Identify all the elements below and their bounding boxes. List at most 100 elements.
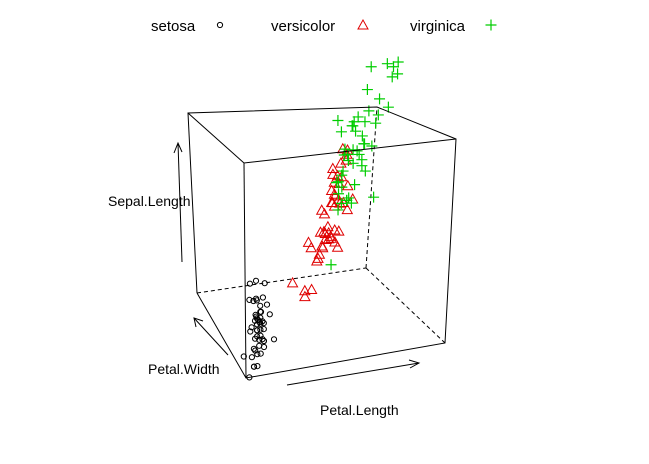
point-virginica — [336, 181, 348, 193]
point-setosa — [252, 277, 260, 284]
point-virginica — [335, 126, 347, 138]
point-versicolor — [331, 241, 344, 252]
point-virginica — [345, 197, 357, 209]
point-virginica — [358, 138, 370, 150]
point-versicolor — [298, 284, 311, 296]
point-virginica — [366, 140, 378, 152]
legend-key-setosa — [216, 21, 224, 29]
point-setosa — [259, 294, 266, 301]
point-virginica — [332, 204, 344, 216]
point-versicolor — [316, 239, 328, 251]
series-setosa — [240, 277, 278, 381]
point-setosa — [257, 326, 264, 333]
point-versicolor — [312, 252, 324, 263]
x-axis-arrow — [286, 359, 421, 386]
point-setosa — [246, 280, 253, 287]
point-virginica — [330, 177, 342, 189]
point-virginica — [332, 114, 344, 126]
point-setosa — [252, 335, 259, 342]
legend-marker-versicolor — [357, 18, 369, 30]
point-versicolor — [315, 204, 328, 215]
point-virginica — [337, 165, 349, 177]
point-setosa — [260, 343, 268, 351]
point-setosa — [248, 324, 255, 331]
point-versicolor — [302, 236, 315, 247]
box-edge-hidden-z — [365, 106, 378, 269]
point-versicolor — [335, 157, 347, 168]
point-versicolor — [325, 184, 338, 195]
point-virginica — [349, 179, 361, 191]
point-setosa — [253, 297, 260, 304]
legend-label-virginica: virginica — [410, 18, 466, 35]
point-virginica — [370, 117, 382, 129]
point-setosa — [248, 354, 255, 361]
legend-key-virginica — [485, 19, 497, 31]
point-virginica — [381, 58, 393, 70]
point-versicolor — [319, 227, 332, 238]
point-versicolor — [313, 248, 326, 259]
z-axis-title: Sepal.Length — [108, 193, 191, 209]
point-setosa — [246, 296, 253, 303]
point-versicolor — [341, 203, 354, 215]
box-outline — [187, 106, 457, 379]
point-setosa — [247, 328, 254, 335]
point-virginica — [343, 192, 355, 204]
point-versicolor — [322, 232, 335, 244]
point-setosa — [257, 302, 264, 309]
box-edge-hidden-x — [196, 267, 367, 294]
point-setosa — [240, 353, 247, 360]
point-virginica — [386, 71, 398, 83]
point-virginica — [392, 56, 404, 68]
point-versicolor — [335, 170, 348, 182]
point-setosa — [263, 301, 271, 308]
point-setosa — [253, 315, 260, 322]
y-axis-title: Petal.Width — [148, 361, 220, 377]
point-setosa — [260, 320, 267, 327]
point-setosa — [250, 297, 257, 305]
legend-marker-virginica — [485, 19, 497, 31]
point-setosa — [256, 336, 263, 343]
legend-marker-setosa — [216, 21, 224, 29]
point-setosa — [257, 320, 264, 327]
point-versicolor — [322, 226, 335, 238]
point-setosa — [257, 350, 264, 357]
x-axis-title: Petal.Length — [320, 402, 399, 418]
series-virginica — [325, 56, 404, 271]
point-virginica — [359, 116, 371, 128]
point-virginica — [341, 194, 353, 206]
point-setosa — [254, 363, 261, 370]
point-virginica — [335, 197, 347, 209]
point-virginica — [333, 188, 345, 200]
point-virginica — [339, 143, 351, 155]
point-virginica — [368, 191, 380, 203]
point-setosa — [261, 280, 268, 287]
series-versicolor — [286, 142, 359, 302]
box-front-vertical-edge — [243, 162, 247, 379]
point-virginica — [348, 116, 360, 128]
point-virginica — [372, 109, 384, 121]
point-setosa — [250, 363, 258, 370]
point-versicolor — [286, 276, 299, 288]
legend-key-versicolor — [357, 18, 369, 30]
point-virginica — [325, 259, 337, 271]
legend: setosa versicolor virginica — [151, 18, 497, 35]
point-versicolor — [322, 220, 334, 232]
point-versicolor — [332, 225, 345, 236]
point-virginica — [374, 93, 386, 105]
point-virginica — [361, 84, 373, 96]
legend-label-versicolor: versicolor — [271, 18, 335, 35]
point-setosa — [252, 311, 259, 318]
point-versicolor — [305, 283, 318, 294]
point-versicolor — [305, 241, 318, 253]
point-virginica — [356, 160, 368, 172]
point-versicolor — [341, 179, 354, 191]
point-setosa — [254, 351, 261, 358]
point-virginica — [382, 101, 394, 113]
point-virginica — [356, 130, 368, 142]
point-setosa — [254, 327, 261, 334]
point-versicolor — [328, 223, 341, 235]
point-versicolor — [327, 168, 339, 179]
box-edge-hidden-y — [365, 267, 446, 344]
